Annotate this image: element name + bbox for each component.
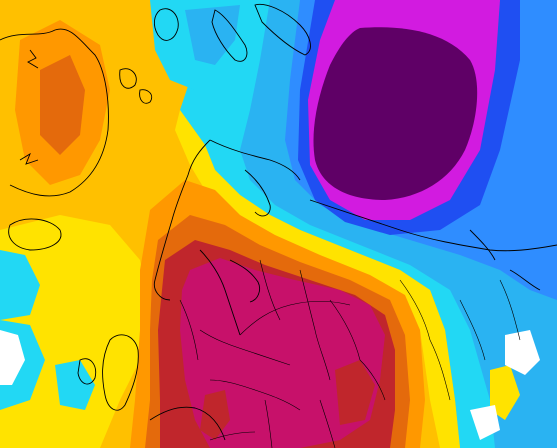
southeast-white bbox=[505, 330, 540, 375]
west-cold-patch bbox=[0, 250, 40, 320]
east-red-lobe bbox=[335, 360, 375, 425]
country-borders bbox=[179, 259, 521, 448]
coastlines bbox=[0, 3, 557, 441]
arctic-cold-pool bbox=[313, 27, 478, 200]
west-red-lobe bbox=[200, 390, 230, 440]
southeast-white-2 bbox=[470, 405, 500, 440]
greenland-dark-orange bbox=[40, 55, 85, 155]
southeast-yellow bbox=[490, 365, 520, 420]
atlantic-yellow bbox=[0, 215, 150, 448]
southwest-white-patch bbox=[0, 330, 25, 385]
yellow-front bbox=[175, 110, 460, 448]
mid-atlantic-cyan bbox=[55, 360, 95, 410]
